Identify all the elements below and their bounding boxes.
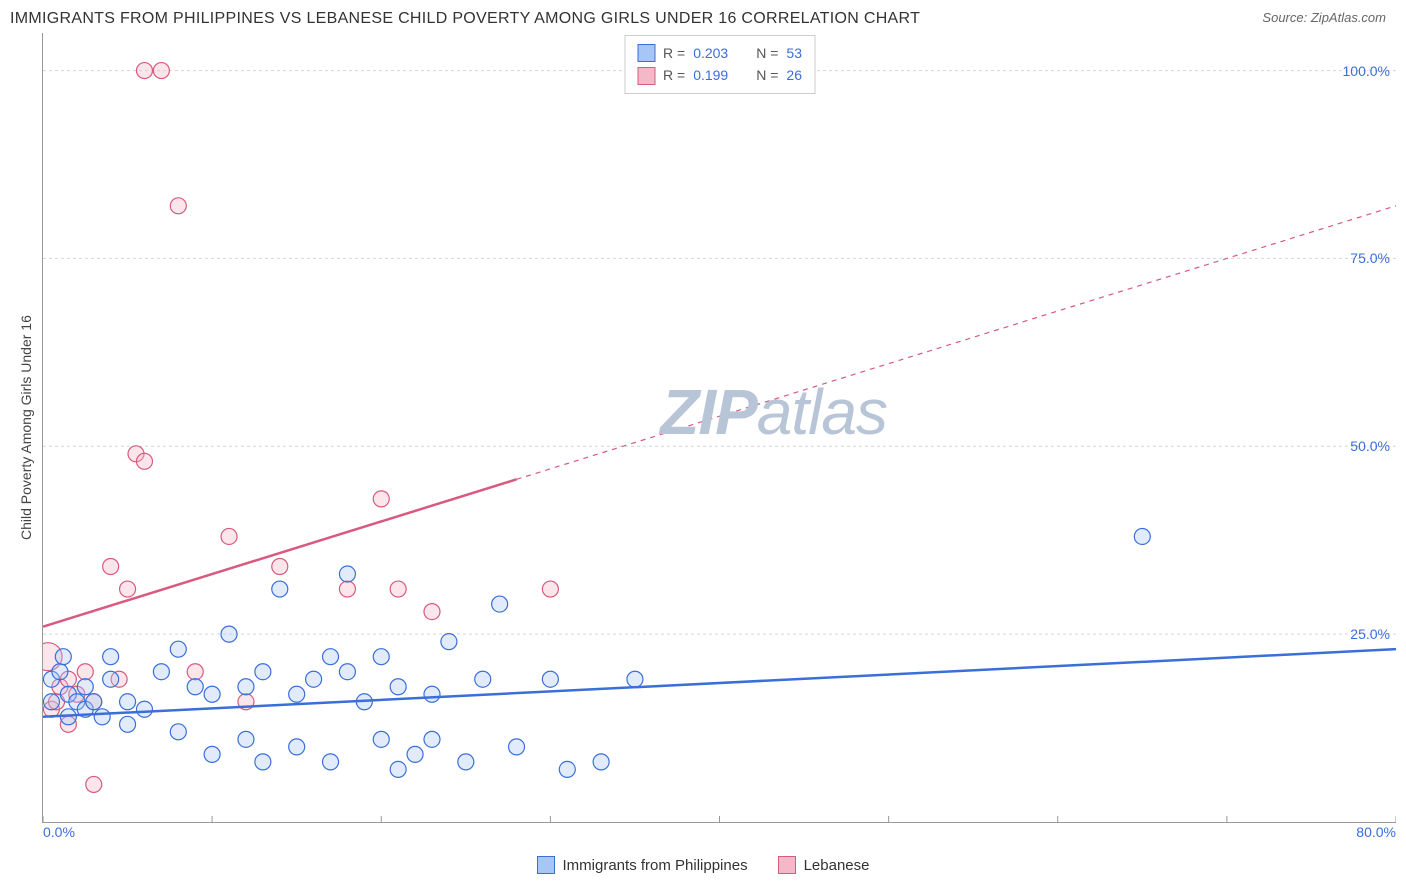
- r-value-1: 0.203: [693, 42, 728, 64]
- y-axis-label: Child Poverty Among Girls Under 16: [10, 33, 42, 823]
- plot-area: R = 0.203 N = 53 R = 0.199 N = 26 ZIPatl…: [42, 33, 1396, 823]
- x-tick-labels: 0.0% 80.0%: [43, 824, 1396, 844]
- legend-bottom: Immigrants from Philippines Lebanese: [10, 856, 1396, 874]
- legend-row-series-2: R = 0.199 N = 26: [637, 64, 802, 86]
- legend-top: R = 0.203 N = 53 R = 0.199 N = 26: [624, 35, 815, 94]
- legend-bottom-item-2: Lebanese: [778, 856, 870, 874]
- source-label: Source: ZipAtlas.com: [1262, 10, 1386, 25]
- swatch-bottom-2: [778, 856, 796, 874]
- title-bar: IMMIGRANTS FROM PHILIPPINES VS LEBANESE …: [10, 10, 1396, 33]
- r-value-2: 0.199: [693, 64, 728, 86]
- swatch-series-2: [637, 67, 655, 85]
- legend-bottom-label-2: Lebanese: [804, 857, 870, 874]
- plot-svg: [43, 33, 1396, 822]
- n-value-2: 26: [786, 64, 802, 86]
- legend-bottom-item-1: Immigrants from Philippines: [537, 856, 748, 874]
- r-label: R =: [663, 42, 685, 64]
- r-label: R =: [663, 64, 685, 86]
- x-tick-label: 80.0%: [1356, 824, 1396, 840]
- legend-bottom-label-1: Immigrants from Philippines: [563, 857, 748, 874]
- swatch-bottom-1: [537, 856, 555, 874]
- n-value-1: 53: [786, 42, 802, 64]
- legend-row-series-1: R = 0.203 N = 53: [637, 42, 802, 64]
- swatch-series-1: [637, 44, 655, 62]
- plot-wrapper: Child Poverty Among Girls Under 16 R = 0…: [10, 33, 1396, 863]
- n-label: N =: [756, 64, 778, 86]
- chart-container: IMMIGRANTS FROM PHILIPPINES VS LEBANESE …: [10, 10, 1396, 882]
- x-tick-label: 0.0%: [43, 824, 75, 840]
- chart-title: IMMIGRANTS FROM PHILIPPINES VS LEBANESE …: [10, 10, 920, 28]
- n-label: N =: [756, 42, 778, 64]
